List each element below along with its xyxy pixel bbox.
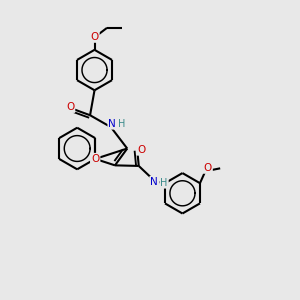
Text: O: O <box>91 154 99 164</box>
Text: O: O <box>204 163 212 173</box>
Text: N: N <box>150 177 158 187</box>
Text: O: O <box>90 32 99 42</box>
Text: N: N <box>109 118 116 128</box>
Text: H: H <box>118 119 126 129</box>
Text: O: O <box>66 102 74 112</box>
Text: H: H <box>160 178 168 188</box>
Text: O: O <box>137 145 145 154</box>
